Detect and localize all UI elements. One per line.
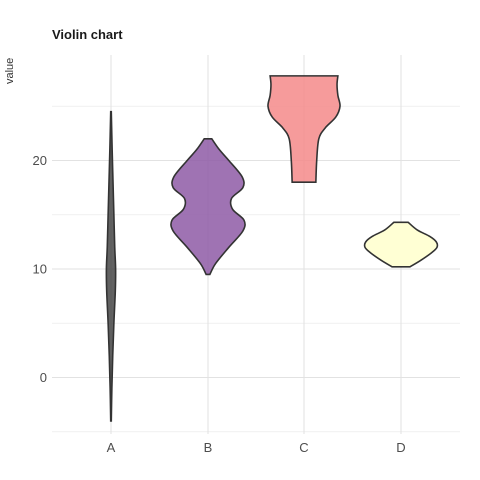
x-tick-label: B	[204, 440, 213, 455]
x-tick-label: D	[396, 440, 405, 455]
violins	[105, 75, 439, 422]
x-tick-label: A	[107, 440, 116, 455]
violin-a	[105, 110, 117, 422]
y-tick-label: 0	[40, 370, 47, 385]
x-tick-label: C	[299, 440, 308, 455]
chart-title: Violin chart	[52, 27, 123, 42]
violin-c	[267, 75, 341, 183]
y-tick-label: 20	[33, 153, 47, 168]
axis-ticks: 0 10 20 A B C D	[33, 153, 406, 455]
violin-d	[363, 221, 439, 268]
y-tick-label: 10	[33, 262, 47, 277]
violin-b	[170, 138, 246, 276]
